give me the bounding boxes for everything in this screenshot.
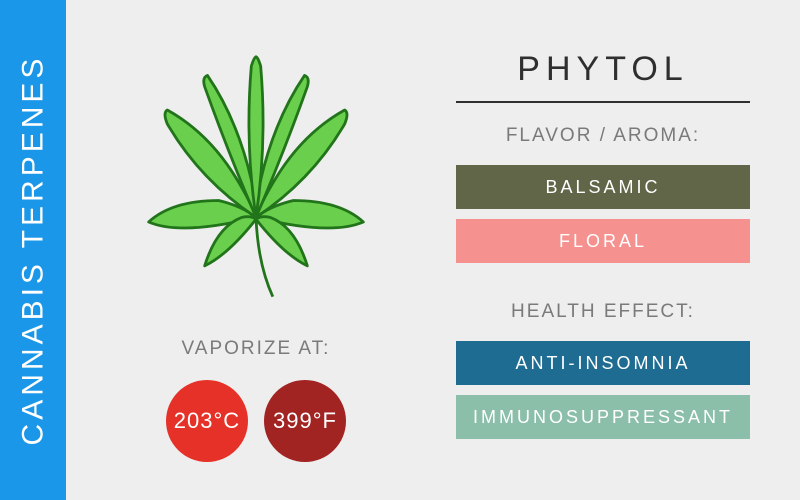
flavor-label: Flavor / Aroma: bbox=[456, 125, 750, 147]
temp-circles: 203°C 399°F bbox=[166, 380, 346, 462]
flavor-badge: Floral bbox=[456, 219, 750, 263]
vaporize-label: Vaporize at: bbox=[182, 338, 331, 360]
effect-badge: Immunosuppressant bbox=[456, 395, 750, 439]
sidebar: Cannabis Terpenes bbox=[0, 0, 66, 500]
temp-fahrenheit: 399°F bbox=[264, 380, 346, 462]
content: Vaporize at: 203°C 399°F Phytol Flavor /… bbox=[66, 0, 800, 500]
temp-celsius: 203°C bbox=[166, 380, 248, 462]
left-panel: Vaporize at: 203°C 399°F bbox=[66, 0, 446, 500]
sidebar-title: Cannabis Terpenes bbox=[16, 55, 50, 446]
right-panel: Phytol Flavor / Aroma: Balsamic Floral H… bbox=[446, 0, 800, 500]
health-label: Health Effect: bbox=[456, 301, 750, 323]
flavor-badge: Balsamic bbox=[456, 165, 750, 209]
cannabis-leaf-icon bbox=[116, 40, 396, 320]
terpene-name: Phytol bbox=[456, 50, 750, 103]
effect-badge: Anti-Insomnia bbox=[456, 341, 750, 385]
